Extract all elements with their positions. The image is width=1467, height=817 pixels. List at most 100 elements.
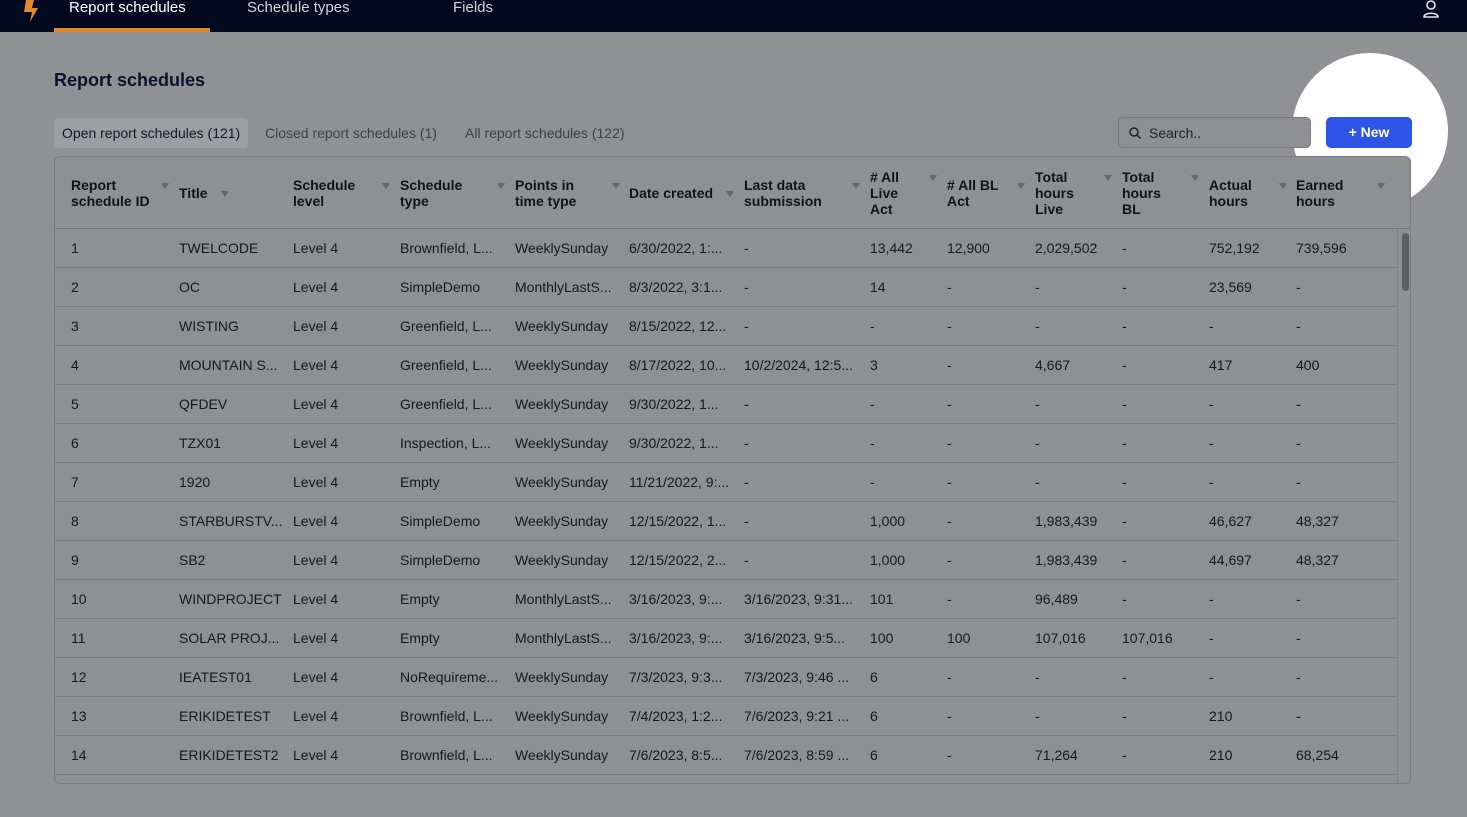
table-row[interactable]: 3 WISTING Level 4 Greenfield, L... Weekl… (55, 307, 1397, 346)
cell-earned-hours: - (1296, 396, 1301, 412)
cell-date-created: 7/3/2023, 9:3... (629, 669, 723, 685)
cell-total-hours-bl: - (1122, 552, 1127, 568)
search-input[interactable]: Search.. (1118, 117, 1311, 148)
cell-total-hours-live: 2,029,502 (1035, 240, 1098, 256)
filter-icon[interactable] (497, 183, 505, 189)
cell-total-hours-bl: - (1122, 357, 1127, 373)
column-header-date-created[interactable]: Date created (629, 185, 714, 201)
cell-all-bl-act: - (947, 279, 952, 295)
table-row[interactable]: 14 ERIKIDETEST2 Level 4 Brownfield, L...… (55, 736, 1397, 775)
cell-schedule-level: Level 4 (293, 396, 339, 412)
table-row[interactable]: 2 OC Level 4 SimpleDemo MonthlyLastS... … (55, 268, 1397, 307)
cell-all-live-act: 6 (870, 747, 878, 763)
nav-tab-report-schedules[interactable]: Report schedules (69, 0, 186, 16)
search-placeholder: Search.. (1149, 125, 1202, 141)
filter-icon[interactable] (221, 191, 229, 197)
filter-icon[interactable] (382, 183, 390, 189)
cell-actual-hours: - (1209, 435, 1214, 451)
cell-title: WISTING (179, 318, 239, 334)
cell-last-data-submission: 10/2/2024, 12:5... (744, 357, 853, 373)
cell-all-bl-act: - (947, 552, 952, 568)
cell-title: QFDEV (179, 396, 228, 412)
filter-icon[interactable] (612, 183, 620, 189)
filter-icon[interactable] (726, 191, 734, 197)
subtab-open-report-schedules[interactable]: Open report schedules (121) (54, 118, 249, 148)
scrollbar-thumb[interactable] (1402, 233, 1409, 291)
cell-earned-hours: - (1296, 474, 1301, 490)
cell-total-hours-bl: - (1122, 513, 1127, 529)
cell-last-data-submission: 7/3/2023, 9:46 ... (744, 669, 850, 685)
cell-total-hours-live: 96,489 (1035, 591, 1078, 607)
cell-report-schedule-id: 10 (71, 591, 87, 607)
table-row[interactable]: 11 SOLAR PROJ... Level 4 Empty MonthlyLa… (55, 619, 1397, 658)
filter-icon[interactable] (1377, 183, 1385, 189)
cell-date-created: 6/30/2022, 1:... (629, 240, 723, 256)
table-row[interactable]: 1 TWELCODE Level 4 Brownfield, L... Week… (55, 229, 1397, 268)
table-row[interactable]: 6 TZX01 Level 4 Inspection, L... WeeklyS… (55, 424, 1397, 463)
cell-last-data-submission: 7/6/2023, 8:59 ... (744, 747, 850, 763)
column-header-all-bl-act[interactable]: # All BL Act (947, 177, 999, 209)
cell-all-bl-act: - (947, 396, 952, 412)
table-row[interactable]: 5 QFDEV Level 4 Greenfield, L... WeeklyS… (55, 385, 1397, 424)
cell-all-live-act: - (870, 474, 875, 490)
column-header-last-data-submission[interactable]: Last data submission (744, 177, 822, 209)
cell-all-bl-act: 100 (947, 630, 971, 646)
subtab-closed-report-schedules[interactable]: Closed report schedules (1) (265, 125, 437, 141)
cell-schedule-level: Level 4 (293, 591, 339, 607)
table-row[interactable]: 8 STARBURSTV... Level 4 SimpleDemo Weekl… (55, 502, 1397, 541)
filter-icon[interactable] (1017, 183, 1025, 189)
cell-report-schedule-id: 9 (71, 552, 79, 568)
filter-icon[interactable] (1279, 183, 1287, 189)
cell-report-schedule-id: 6 (71, 435, 79, 451)
column-header-actual-hours[interactable]: Actual hours (1209, 177, 1252, 209)
cell-title: ERIKIDETEST (179, 708, 271, 724)
column-header-earned-hours[interactable]: Earned hours (1296, 177, 1344, 209)
filter-icon[interactable] (929, 175, 937, 181)
new-button[interactable]: + New (1326, 117, 1412, 148)
cell-actual-hours: - (1209, 591, 1214, 607)
cell-schedule-level: Level 4 (293, 669, 339, 685)
cell-actual-hours: - (1209, 630, 1214, 646)
cell-date-created: 3/16/2023, 9:... (629, 591, 723, 607)
column-header-all-live-act[interactable]: # All Live Act (870, 169, 900, 217)
cell-all-live-act: 3 (870, 357, 878, 373)
filter-icon[interactable] (1191, 175, 1199, 181)
table-row[interactable]: 7 1920 Level 4 Empty WeeklySunday 11/21/… (55, 463, 1397, 502)
table-row[interactable]: 4 MOUNTAIN S... Level 4 Greenfield, L...… (55, 346, 1397, 385)
cell-total-hours-live: - (1035, 669, 1040, 685)
cell-last-data-submission: 7/6/2023, 9:21 ... (744, 708, 850, 724)
cell-title: SOLAR PROJ... (179, 630, 280, 646)
column-header-total-hours-bl[interactable]: Total hours BL (1122, 169, 1161, 217)
user-profile-icon[interactable] (1421, 0, 1441, 18)
nav-tab-schedule-types[interactable]: Schedule types (247, 0, 350, 16)
cell-report-schedule-id: 3 (71, 318, 79, 334)
nav-tab-fields[interactable]: Fields (453, 0, 494, 16)
table-row[interactable]: 10 WINDPROJECT Level 4 Empty MonthlyLast… (55, 580, 1397, 619)
column-header-title[interactable]: Title (179, 185, 208, 201)
app-logo-icon[interactable] (22, 0, 42, 22)
table-row[interactable]: 12 IEATEST01 Level 4 NoRequireme... Week… (55, 658, 1397, 697)
cell-earned-hours: 48,327 (1296, 552, 1339, 568)
column-header-schedule-level[interactable]: Schedule level (293, 177, 356, 209)
column-header-points-in-time-type[interactable]: Points in time type (515, 177, 577, 209)
vertical-scrollbar[interactable] (1397, 229, 1410, 783)
column-header-schedule-type[interactable]: Schedule type (400, 177, 463, 209)
cell-total-hours-live: - (1035, 435, 1040, 451)
filter-icon[interactable] (852, 183, 860, 189)
column-header-total-hours-live[interactable]: Total hours Live (1035, 169, 1074, 217)
table-row[interactable]: 13 ERIKIDETEST Level 4 Brownfield, L... … (55, 697, 1397, 736)
cell-earned-hours: 48,327 (1296, 513, 1339, 529)
cell-schedule-level: Level 4 (293, 474, 339, 490)
cell-total-hours-bl: - (1122, 669, 1127, 685)
column-header-report-schedule-id[interactable]: Report schedule ID (71, 177, 150, 209)
cell-date-created: 12/15/2022, 1... (629, 513, 727, 529)
cell-all-bl-act: - (947, 747, 952, 763)
table-row[interactable]: 9 SB2 Level 4 SimpleDemo WeeklySunday 12… (55, 541, 1397, 580)
filter-icon[interactable] (1104, 175, 1112, 181)
cell-total-hours-bl: - (1122, 279, 1127, 295)
cell-last-data-submission: - (744, 318, 749, 334)
cell-points-in-time-type: WeeklySunday (515, 708, 609, 724)
filter-icon[interactable] (161, 183, 169, 189)
subtab-all-report-schedules[interactable]: All report schedules (122) (465, 125, 625, 141)
cell-report-schedule-id: 13 (71, 708, 87, 724)
